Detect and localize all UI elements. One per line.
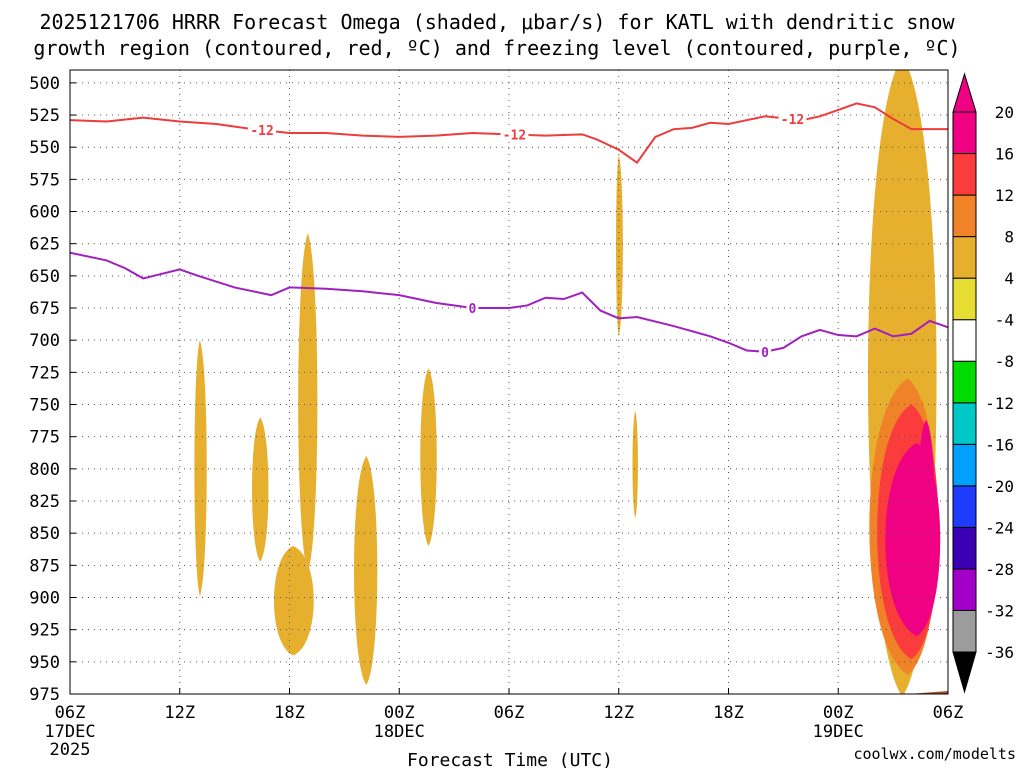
colorbar-label: -4 bbox=[995, 311, 1014, 330]
x-tick-label: 12Z bbox=[164, 703, 195, 723]
colorbar-label: 12 bbox=[995, 186, 1014, 205]
x-tick-label: 00Z bbox=[823, 703, 854, 723]
colorbar-label: 8 bbox=[1004, 228, 1014, 247]
y-tick-label: 950 bbox=[29, 653, 60, 673]
x-tick-label: 18Z bbox=[713, 703, 744, 723]
omega-area-yellow bbox=[616, 154, 623, 337]
y-tick-label: 550 bbox=[29, 138, 60, 158]
freezing-level-label: 0 bbox=[469, 302, 477, 317]
dgz-contour-label: -12 bbox=[503, 129, 526, 144]
y-tick-label: 975 bbox=[29, 685, 60, 705]
freezing-level-line bbox=[70, 251, 948, 353]
omega-colorbar: -36 -32 -28 -24 -20 -16 -12 -8 -4 4 8 12 16 20 bbox=[952, 72, 1014, 694]
plot-area: -12 -12 -12 0 0 bbox=[69, 69, 949, 695]
x-tick-label: 12Z bbox=[603, 703, 634, 723]
y-tick-label: 700 bbox=[29, 331, 60, 351]
y-tick-label: 600 bbox=[29, 203, 60, 223]
chart-title-line1: 2025121706 HRRR Forecast Omega (shaded, … bbox=[39, 10, 955, 34]
x-date-label: 18DEC bbox=[374, 722, 425, 742]
y-tick-label: 875 bbox=[29, 556, 60, 576]
omega-area-green bbox=[469, 70, 478, 122]
x-tick-label: 06Z bbox=[55, 703, 86, 723]
dgz-contour-label-bg bbox=[778, 112, 807, 127]
y-tick-label: 675 bbox=[29, 299, 60, 319]
y-tick-label: 650 bbox=[29, 267, 60, 287]
colorbar-swatch bbox=[952, 277, 977, 321]
plot-content: -12 -12 -12 0 0 bbox=[70, 70, 948, 694]
y-tick-label: 750 bbox=[29, 396, 60, 416]
colorbar-swatch bbox=[952, 402, 977, 445]
credit-text[interactable]: coolwx.com/modelts bbox=[853, 745, 1016, 763]
x-axis-label: Forecast Time (UTC) bbox=[407, 750, 613, 768]
y-tick-label: 525 bbox=[29, 106, 60, 126]
colorbar-swatch bbox=[952, 319, 977, 362]
omega-area-yellow bbox=[353, 455, 378, 685]
colorbar-label: -8 bbox=[995, 352, 1014, 371]
colorbar-label: 4 bbox=[1004, 269, 1014, 288]
omega-area-yellow bbox=[273, 546, 314, 656]
omega-area-green bbox=[653, 603, 688, 685]
omega-area-yellow bbox=[420, 368, 437, 547]
freezing-level-label-bg bbox=[759, 344, 772, 359]
pressure-axis: 500 525 550 575 600 625 650 675 700 725 750 775 800 8… bbox=[29, 74, 76, 705]
omega-area-green bbox=[171, 70, 190, 136]
omega-area-yellow bbox=[252, 417, 269, 562]
omega-area-green bbox=[711, 290, 736, 436]
y-tick-label: 500 bbox=[29, 74, 60, 94]
freezing-level-label-bg bbox=[466, 301, 479, 316]
x-date-label: 19DEC bbox=[813, 722, 864, 742]
colorbar-label: -28 bbox=[985, 560, 1014, 579]
x-tick-label: 00Z bbox=[384, 703, 415, 723]
omega-area-green bbox=[542, 70, 572, 128]
dgz-contour-label-bg bbox=[500, 127, 529, 142]
omega-area-yellow bbox=[632, 410, 638, 518]
x-date-label: 17DEC bbox=[44, 722, 95, 742]
colorbar-label: 16 bbox=[995, 145, 1014, 164]
colorbar-swatch bbox=[952, 526, 977, 570]
dgz-contour-label: -12 bbox=[781, 113, 804, 128]
omega-area-yellow bbox=[298, 233, 318, 572]
colorbar-swatch bbox=[952, 153, 977, 196]
omega-area-magenta bbox=[917, 419, 935, 577]
colorbar-swatch bbox=[952, 568, 977, 611]
colorbar-label: 20 bbox=[995, 103, 1014, 122]
colorbar-swatch bbox=[952, 443, 977, 487]
colorbar-label: -20 bbox=[985, 477, 1014, 496]
y-tick-label: 900 bbox=[29, 589, 60, 609]
colorbar-label: -24 bbox=[985, 518, 1014, 537]
colorbar-label: -36 bbox=[985, 643, 1014, 662]
dgz-contour-label: -12 bbox=[250, 124, 273, 139]
y-tick-label: 825 bbox=[29, 492, 60, 512]
y-tick-label: 575 bbox=[29, 170, 60, 190]
omega-area-green bbox=[580, 317, 593, 381]
colorbar-swatch bbox=[952, 609, 977, 653]
y-tick-label: 775 bbox=[29, 428, 60, 448]
colorbar-swatch bbox=[952, 236, 977, 279]
chart-title-line2: growth region (contoured, red, ºC) and f… bbox=[33, 36, 960, 60]
y-tick-label: 725 bbox=[29, 363, 60, 383]
colorbar-swatch bbox=[952, 194, 977, 238]
y-tick-label: 800 bbox=[29, 460, 60, 480]
y-tick-label: 850 bbox=[29, 524, 60, 544]
dgz-contour-label-bg bbox=[248, 123, 277, 138]
colorbar-swatch bbox=[952, 485, 977, 528]
x-tick-label: 18Z bbox=[274, 703, 305, 723]
colorbar-label: -12 bbox=[985, 394, 1014, 413]
freezing-level-label: 0 bbox=[761, 346, 769, 361]
colorbar-swatch bbox=[952, 111, 977, 155]
colorbar-swatch bbox=[952, 360, 977, 404]
x-year-label: 2025 bbox=[50, 740, 91, 760]
x-tick-label: 06Z bbox=[494, 703, 525, 723]
omega-area-green bbox=[846, 524, 856, 649]
omega-area-green bbox=[648, 196, 665, 355]
colorbar-label: -32 bbox=[985, 601, 1014, 620]
omega-area-yellow bbox=[194, 340, 207, 597]
y-tick-label: 925 bbox=[29, 621, 60, 641]
x-tick-label: 06Z bbox=[933, 703, 964, 723]
colorbar-label: -16 bbox=[985, 435, 1014, 454]
y-tick-label: 625 bbox=[29, 235, 60, 255]
